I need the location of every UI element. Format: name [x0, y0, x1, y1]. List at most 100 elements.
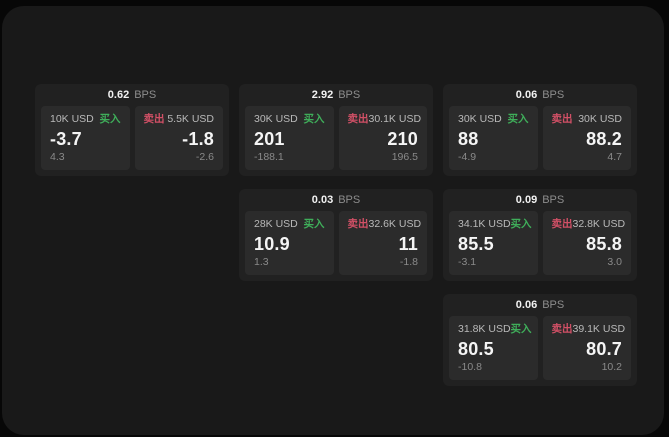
- buy-panel-top: 31.8K USD 买入: [458, 323, 532, 336]
- buy-price: 85.5: [458, 233, 494, 254]
- bps-header: 0.06 BPS: [449, 84, 631, 106]
- buy-sub-value: -10.8: [458, 361, 482, 374]
- buy-sub-value: 1.3: [254, 256, 269, 269]
- buy-sub-value: -4.9: [458, 151, 477, 164]
- buy-panel[interactable]: 31.8K USD 买入 80.5 -10.8: [449, 316, 538, 380]
- buy-panel-top: 10K USD 买入: [50, 113, 121, 126]
- sell-price: 210: [387, 128, 418, 149]
- sell-price: 80.7: [586, 338, 622, 359]
- buy-sub-value: -188.1: [254, 151, 284, 164]
- sell-panel[interactable]: 卖出 32.6K USD 11 -1.8: [338, 211, 427, 275]
- bps-value: 0.62: [107, 88, 130, 101]
- buy-sell-panels: 30K USD 买入 88 -4.9 卖出 30K USD 88.2 4.7: [449, 106, 631, 170]
- bps-unit-label: BPS: [338, 193, 361, 206]
- buy-side-label: 买入: [99, 113, 121, 125]
- bps-unit-label: BPS: [338, 88, 361, 101]
- buy-amount: 31.8K USD: [458, 323, 511, 335]
- sell-panel[interactable]: 卖出 32.8K USD 85.8 3.0: [542, 211, 631, 275]
- sell-sub-value: 196.5: [391, 151, 418, 164]
- sell-amount: 32.8K USD: [572, 218, 626, 230]
- buy-price: 201: [254, 128, 285, 149]
- bps-unit-label: BPS: [134, 88, 157, 101]
- sell-price: 88.2: [586, 128, 622, 149]
- quote-card-grid: 0.62 BPS 10K USD 买入 -3.7 4.3 卖出 5.5K USD…: [35, 84, 637, 386]
- buy-price: 80.5: [458, 338, 494, 359]
- sell-panel-top: 卖出 30.1K USD: [347, 113, 422, 126]
- bps-value: 0.09: [515, 193, 538, 206]
- sell-sub-value: -1.8: [399, 256, 418, 269]
- sell-side-label: 卖出: [551, 113, 573, 125]
- buy-panel[interactable]: 30K USD 买入 201 -188.1: [245, 106, 334, 170]
- sell-side-label: 卖出: [347, 218, 369, 230]
- sell-amount: 5.5K USD: [167, 113, 214, 125]
- buy-amount: 34.1K USD: [458, 218, 511, 230]
- sell-panel-top: 卖出 32.8K USD: [551, 218, 626, 231]
- bps-value: 0.06: [515, 298, 538, 311]
- buy-panel-top: 30K USD 买入: [254, 113, 325, 126]
- buy-price: -3.7: [50, 128, 82, 149]
- sell-price: 85.8: [586, 233, 622, 254]
- buy-side-label: 买入: [510, 323, 532, 335]
- sell-sub-value: 4.7: [607, 151, 622, 164]
- sell-panel[interactable]: 卖出 5.5K USD -1.8 -2.6: [134, 106, 223, 170]
- buy-sell-panels: 30K USD 买入 201 -188.1 卖出 30.1K USD 210 1…: [245, 106, 427, 170]
- buy-sell-panels: 34.1K USD 买入 85.5 -3.1 卖出 32.8K USD 85.8…: [449, 211, 631, 275]
- buy-sub-value: -3.1: [458, 256, 477, 269]
- sell-panel[interactable]: 卖出 39.1K USD 80.7 10.2: [542, 316, 631, 380]
- sell-amount: 32.6K USD: [368, 218, 422, 230]
- buy-panel-top: 28K USD 买入: [254, 218, 325, 231]
- bps-header: 0.06 BPS: [449, 294, 631, 316]
- sell-panel[interactable]: 卖出 30K USD 88.2 4.7: [542, 106, 631, 170]
- bps-value: 0.06: [515, 88, 538, 101]
- buy-amount: 10K USD: [50, 113, 94, 125]
- sell-panel-top: 卖出 30K USD: [552, 113, 623, 126]
- sell-panel-top: 卖出 5.5K USD: [144, 113, 215, 126]
- buy-amount: 30K USD: [458, 113, 502, 125]
- buy-price: 10.9: [254, 233, 290, 254]
- sell-panel[interactable]: 卖出 30.1K USD 210 196.5: [338, 106, 427, 170]
- buy-panel[interactable]: 34.1K USD 买入 85.5 -3.1: [449, 211, 538, 275]
- bps-header: 2.92 BPS: [245, 84, 427, 106]
- buy-price: 88: [458, 128, 479, 149]
- quote-card: 0.62 BPS 10K USD 买入 -3.7 4.3 卖出 5.5K USD…: [35, 84, 229, 176]
- bps-value: 0.03: [311, 193, 334, 206]
- sell-panel-top: 卖出 32.6K USD: [347, 218, 422, 231]
- sell-amount: 30.1K USD: [368, 113, 422, 125]
- sell-sub-value: 3.0: [607, 256, 622, 269]
- sell-side-label: 卖出: [347, 113, 369, 125]
- bps-header: 0.62 BPS: [41, 84, 223, 106]
- quote-card: 0.03 BPS 28K USD 买入 10.9 1.3 卖出 32.6K US…: [239, 189, 433, 281]
- sell-side-label: 卖出: [143, 113, 165, 125]
- bps-unit-label: BPS: [542, 88, 565, 101]
- buy-panel-top: 30K USD 买入: [458, 113, 529, 126]
- bps-header: 0.09 BPS: [449, 189, 631, 211]
- quote-card: 0.09 BPS 34.1K USD 买入 85.5 -3.1 卖出 32.8K…: [443, 189, 637, 281]
- sell-sub-value: 10.2: [601, 361, 622, 374]
- buy-side-label: 买入: [303, 218, 325, 230]
- quote-card: 0.06 BPS 30K USD 买入 88 -4.9 卖出 30K USD 8…: [443, 84, 637, 176]
- buy-sell-panels: 31.8K USD 买入 80.5 -10.8 卖出 39.1K USD 80.…: [449, 316, 631, 380]
- sell-side-label: 卖出: [551, 323, 573, 335]
- buy-panel[interactable]: 30K USD 买入 88 -4.9: [449, 106, 538, 170]
- bps-unit-label: BPS: [542, 193, 565, 206]
- sell-price: 11: [398, 233, 418, 254]
- buy-amount: 30K USD: [254, 113, 298, 125]
- bps-unit-label: BPS: [542, 298, 565, 311]
- buy-panel-top: 34.1K USD 买入: [458, 218, 532, 231]
- quote-card: 0.06 BPS 31.8K USD 买入 80.5 -10.8 卖出 39.1…: [443, 294, 637, 386]
- sell-amount: 30K USD: [578, 113, 622, 125]
- sell-price: -1.8: [182, 128, 214, 149]
- buy-amount: 28K USD: [254, 218, 298, 230]
- buy-sub-value: 4.3: [50, 151, 65, 164]
- buy-side-label: 买入: [510, 218, 532, 230]
- sell-amount: 39.1K USD: [572, 323, 626, 335]
- sell-sub-value: -2.6: [195, 151, 214, 164]
- bps-header: 0.03 BPS: [245, 189, 427, 211]
- sell-side-label: 卖出: [551, 218, 573, 230]
- buy-panel[interactable]: 10K USD 买入 -3.7 4.3: [41, 106, 130, 170]
- buy-side-label: 买入: [507, 113, 529, 125]
- buy-sell-panels: 10K USD 买入 -3.7 4.3 卖出 5.5K USD -1.8 -2.…: [41, 106, 223, 170]
- buy-side-label: 买入: [303, 113, 325, 125]
- bps-value: 2.92: [311, 88, 334, 101]
- buy-panel[interactable]: 28K USD 买入 10.9 1.3: [245, 211, 334, 275]
